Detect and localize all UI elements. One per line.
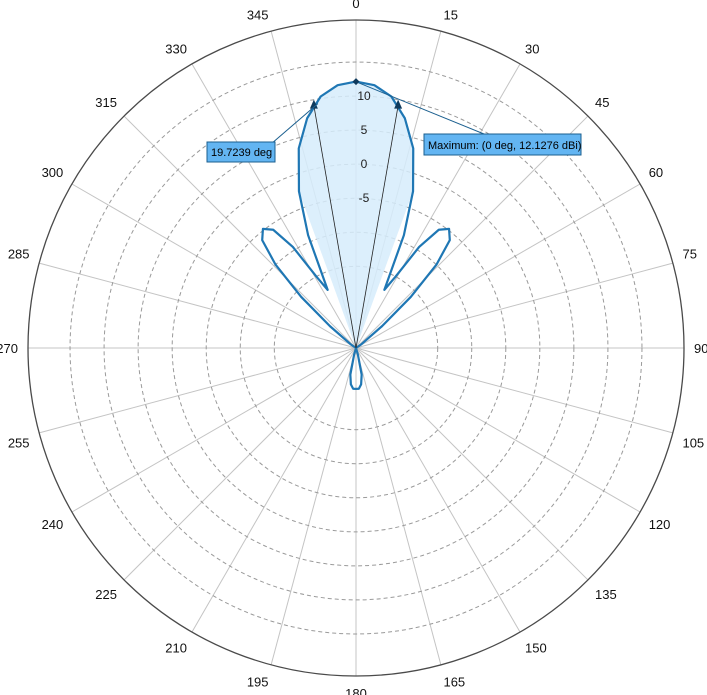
angle-tick-label: 300 bbox=[42, 165, 64, 180]
beamwidth-line bbox=[313, 105, 357, 349]
angle-tick-label: 165 bbox=[443, 674, 465, 689]
radial-spoke bbox=[71, 347, 357, 513]
beam-fill bbox=[298, 81, 414, 348]
radial-spoke bbox=[355, 347, 521, 633]
angle-tick-label: 315 bbox=[95, 95, 117, 110]
radial-spoke bbox=[191, 63, 357, 349]
beamwidth-marker bbox=[309, 99, 318, 109]
angle-tick-label: 15 bbox=[443, 8, 457, 23]
angle-tick-label: 120 bbox=[649, 517, 671, 532]
radial-spoke bbox=[270, 347, 357, 665]
radial-tick-label: 0 bbox=[361, 157, 368, 171]
angle-tick-label: 180 bbox=[345, 686, 367, 695]
angle-tick-label: 90 bbox=[694, 341, 707, 356]
outer-circle bbox=[27, 19, 685, 677]
radial-spoke bbox=[355, 347, 589, 581]
radial-spoke bbox=[71, 183, 357, 349]
radial-spoke bbox=[355, 63, 521, 349]
radial-spoke bbox=[39, 347, 357, 434]
radial-spoke bbox=[123, 347, 357, 581]
beamwidth-callout-label: 19.7239 deg bbox=[211, 147, 272, 159]
maximum-callout-label: Maximum: (0 deg, 12.1276 dBi) bbox=[428, 140, 581, 152]
radial-spoke bbox=[355, 347, 442, 665]
polar-grid bbox=[27, 19, 685, 677]
radial-spoke bbox=[355, 347, 673, 434]
angle-tick-label: 330 bbox=[165, 41, 187, 56]
maximum-leader bbox=[357, 82, 485, 135]
angle-tick-label: 345 bbox=[247, 8, 269, 23]
maximum-callout-box bbox=[423, 133, 582, 156]
grid-circle bbox=[205, 197, 507, 499]
angle-tick-label: 0 bbox=[352, 0, 359, 11]
angle-tick-label: 255 bbox=[8, 435, 30, 450]
beamwidth-line bbox=[355, 105, 399, 349]
radial-spoke bbox=[123, 115, 357, 349]
beamwidth-marker bbox=[394, 99, 403, 109]
angle-tick-label: 285 bbox=[8, 247, 30, 262]
radial-spoke bbox=[355, 183, 641, 349]
angle-tick-label: 135 bbox=[595, 587, 617, 602]
angle-tick-label: 75 bbox=[682, 247, 696, 262]
radial-tick-label: 10 bbox=[357, 89, 371, 103]
angle-tick-label: 150 bbox=[525, 641, 547, 656]
radial-tick-label: -5 bbox=[359, 191, 370, 205]
angle-tick-label: 270 bbox=[0, 341, 18, 356]
maximum-marker bbox=[352, 78, 360, 86]
radial-spoke bbox=[39, 262, 357, 349]
beamwidth-callout-box bbox=[206, 141, 276, 163]
grid-circle bbox=[273, 265, 439, 431]
angle-tick-label: 30 bbox=[525, 41, 539, 56]
radial-spoke bbox=[355, 262, 673, 349]
angle-tick-label: 225 bbox=[95, 587, 117, 602]
radial-spoke bbox=[355, 347, 641, 513]
angle-tick-label: 45 bbox=[595, 95, 609, 110]
grid-circle bbox=[137, 129, 575, 567]
angle-tick-label: 210 bbox=[165, 641, 187, 656]
main-lobe-fill bbox=[298, 81, 414, 348]
angle-tick-label: 60 bbox=[649, 165, 663, 180]
radial-tick-label: 5 bbox=[361, 123, 368, 137]
grid-circle bbox=[69, 61, 643, 635]
grid-circle bbox=[239, 231, 473, 465]
radial-spoke bbox=[191, 347, 357, 633]
angle-tick-label: 195 bbox=[247, 674, 269, 689]
annotation-layer: 19.7239 deg Maximum: (0 deg, 12.1276 dBi) bbox=[206, 78, 582, 349]
grid-circle bbox=[171, 163, 541, 533]
angle-tick-label: 105 bbox=[682, 435, 704, 450]
beamwidth-leader bbox=[270, 103, 319, 145]
angle-tick-label: 240 bbox=[42, 517, 64, 532]
